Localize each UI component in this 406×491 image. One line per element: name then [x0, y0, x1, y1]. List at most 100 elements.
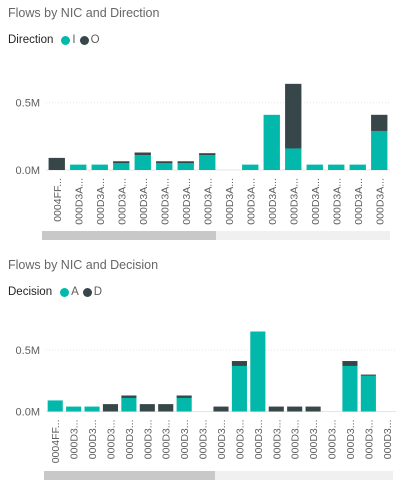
bar-segment-d [305, 406, 321, 412]
legend-dot-icon [60, 287, 70, 297]
x-tick-label: 000D3A... [310, 178, 322, 225]
bar-segment-i [156, 163, 173, 170]
x-tick-label: 000D3... [382, 420, 394, 460]
x-tick-label: 000D3... [69, 420, 81, 460]
legend-label: A [71, 286, 79, 298]
x-tick-label: 000D3... [271, 420, 283, 460]
x-tick-label: 000D3... [363, 420, 375, 460]
bar-segment-o [156, 161, 173, 164]
legend-dot-icon [61, 35, 71, 45]
x-tick-label: 000D3... [345, 420, 357, 460]
bar-segment-i [113, 163, 130, 170]
bar-segment-i [134, 155, 151, 170]
x-tick-label: 000D3... [253, 420, 265, 460]
x-tick-label: 000D3... [179, 420, 191, 460]
bar-segment-d [287, 406, 303, 412]
chart-plot-decision: 0.0M 0.5M 0004FF... 000D3... 000D3... 000D3..… [16, 331, 396, 464]
chart-title: Flows by NIC and Decision [8, 258, 159, 272]
legend-title: Direction [8, 34, 54, 46]
bar-segment-i [306, 164, 323, 170]
bar-segment-o [113, 161, 130, 164]
legend-label: D [93, 286, 103, 298]
scrollbar-thumb[interactable] [42, 231, 216, 240]
bar-segment-a [360, 375, 376, 412]
bar-segment-i [285, 148, 302, 170]
legend[interactable]: Decision A D [8, 286, 106, 298]
x-tick-label: 000D3A... [374, 178, 386, 225]
bar-segment-d [102, 404, 119, 412]
bar-segment-i [199, 155, 216, 170]
y-tick-label: 0.5M [16, 98, 40, 110]
bar-segment-o [285, 83, 302, 149]
x-tick-label: 000D3... [234, 420, 246, 460]
y-tick-label: 0.5M [16, 345, 40, 357]
x-tick-label: 0004FF... [50, 420, 62, 464]
bar-segment-d [360, 374, 376, 376]
legend-item-o[interactable]: O [79, 34, 100, 46]
bar-segment-i [91, 164, 108, 170]
x-tick-label: 000D3A... [95, 178, 107, 225]
bar-segment-i [70, 164, 87, 170]
bar-segment-d [268, 406, 284, 412]
x-tick-label: 000D3A... [202, 178, 214, 225]
x-tick-label: 000D3... [87, 420, 99, 460]
scrollbar-thumb[interactable] [44, 471, 215, 480]
x-tick-label: 000D3A... [138, 178, 150, 225]
bar-segment-o [371, 114, 388, 131]
x-tick-label: 000D3... [308, 420, 320, 460]
bar-segment-o [199, 153, 216, 156]
bar-segment-i [371, 130, 388, 170]
x-tick-label: 000D3... [216, 420, 228, 460]
bar-segment-d [342, 361, 358, 366]
bar-segment-i [328, 164, 345, 170]
bar-segment-o [177, 161, 194, 164]
bar-segment-a [121, 397, 137, 412]
legend-item-d[interactable]: D [82, 286, 103, 298]
legend[interactable]: Direction I O [8, 34, 104, 46]
legend-dot-icon [82, 287, 92, 297]
chart-flows-by-decision: 0.0M 0.5M 0004FF... 000D3... 000D3... 000D3..… [0, 252, 406, 491]
bar-segment-d [231, 361, 247, 366]
legend-label: O [90, 34, 100, 46]
bar-segment-a [342, 365, 358, 412]
bar-segment-o [134, 152, 151, 156]
bar-segment-a [47, 400, 63, 412]
x-tick-label: 000D3A... [116, 178, 128, 225]
legend-item-a[interactable]: A [60, 286, 79, 298]
y-tick-label: 0.0M [16, 407, 40, 419]
bar-segment-d [121, 395, 137, 398]
x-tick-label: 000D3A... [245, 178, 257, 225]
x-tick-label: 000D3... [198, 420, 210, 460]
bar-segment-d [213, 406, 229, 412]
x-tick-label: 000D3... [105, 420, 117, 460]
chart-title: Flows by NIC and Direction [8, 6, 160, 20]
horizontal-scrollbar[interactable] [44, 471, 393, 480]
bar-segment-a [176, 397, 192, 412]
y-tick-label: 0.0M [16, 165, 40, 177]
bar-segment-i [242, 164, 259, 170]
bar-segment-i [177, 163, 194, 170]
legend-item-i[interactable]: I [61, 34, 76, 46]
x-tick-label: 000D3A... [181, 178, 193, 225]
x-tick-label: 000D3A... [331, 178, 343, 225]
x-tick-label: 0004FF... [52, 178, 64, 222]
bar-segment-d [139, 404, 155, 412]
legend-dot-icon [79, 35, 89, 45]
horizontal-scrollbar[interactable] [42, 231, 390, 240]
legend-title: Decision [8, 286, 53, 298]
bar-segment-a [231, 365, 247, 412]
bar-segment-i [349, 164, 366, 170]
x-tick-label: 000D3... [327, 420, 339, 460]
x-tick-label: 000D3A... [73, 178, 85, 225]
x-tick-label: 000D3... [142, 420, 154, 460]
bar-segment-d [158, 404, 174, 412]
bar-segment-a [66, 406, 82, 412]
x-tick-label: 000D3A... [267, 178, 279, 225]
x-tick-label: 000D3A... [288, 178, 300, 225]
bar-segment-o [48, 157, 65, 170]
legend-label: I [72, 34, 76, 46]
chart-plot-direction: 0.0M 0.5M 0004FF... 000D3A... 000D3A... 000D3… [16, 83, 390, 225]
x-tick-label: 000D3A... [224, 178, 236, 225]
bar-segment-a [250, 331, 266, 412]
x-tick-label: 000D3... [124, 420, 136, 460]
